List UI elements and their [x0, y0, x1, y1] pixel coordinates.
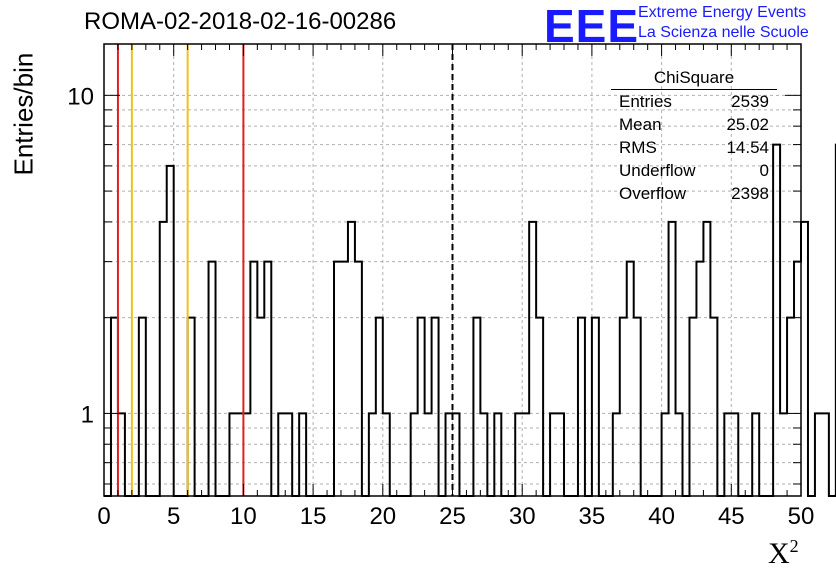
stats-label: Overflow [619, 184, 687, 203]
x-tick-label: 5 [167, 503, 180, 530]
y-axis-label: Entries/bin [8, 52, 39, 176]
x-tick-label: 25 [439, 503, 466, 530]
x-axis-label: X2 [768, 536, 799, 570]
stats-value: 2539 [731, 92, 769, 111]
y-tick-label: 1 [81, 401, 94, 428]
stats-label: RMS [619, 138, 657, 157]
tick-labels: 0 5 10 15 20 25 30 35 40 45 50 1 10 [67, 83, 814, 530]
stats-label: Mean [619, 115, 662, 134]
stats-value: 14.54 [726, 138, 769, 157]
x-tick-label: 40 [648, 503, 675, 530]
axes [103, 43, 802, 497]
stats-row-rms: RMS 14.54 [611, 136, 777, 159]
threshold-lines [116, 44, 454, 496]
stats-value: 25.02 [726, 115, 769, 134]
stats-row-entries: Entries 2539 [611, 90, 777, 113]
x-tick-label: 45 [718, 503, 745, 530]
y-tick-label: 10 [67, 83, 94, 110]
x-tick-label: 10 [230, 503, 257, 530]
stats-row-mean: Mean 25.02 [611, 113, 777, 136]
chart-title: ROMA-02-2018-02-16-00286 [84, 8, 397, 35]
stats-label: Underflow [619, 161, 696, 180]
stats-row-overflow: Overflow 2398 [611, 182, 777, 205]
stats-value: 2398 [731, 184, 769, 203]
logo-line-2: La Scienza nelle Scuole [638, 24, 809, 41]
stats-box: ChiSquare Entries 2539 Mean 25.02 RMS 14… [611, 66, 777, 205]
stats-label: Entries [619, 92, 672, 111]
x-tick-label: 35 [579, 503, 606, 530]
eee-logo: EEE [544, 0, 640, 52]
x-tick-label: 15 [300, 503, 327, 530]
logo-line-1: Extreme Energy Events [638, 4, 807, 21]
stats-value: 0 [759, 161, 769, 180]
x-tick-label: 50 [788, 503, 815, 530]
x-tick-label: 0 [97, 503, 110, 530]
stats-title: ChiSquare [611, 66, 777, 90]
x-tick-label: 20 [369, 503, 396, 530]
stats-row-underflow: Underflow 0 [611, 159, 777, 182]
x-tick-label: 30 [509, 503, 536, 530]
